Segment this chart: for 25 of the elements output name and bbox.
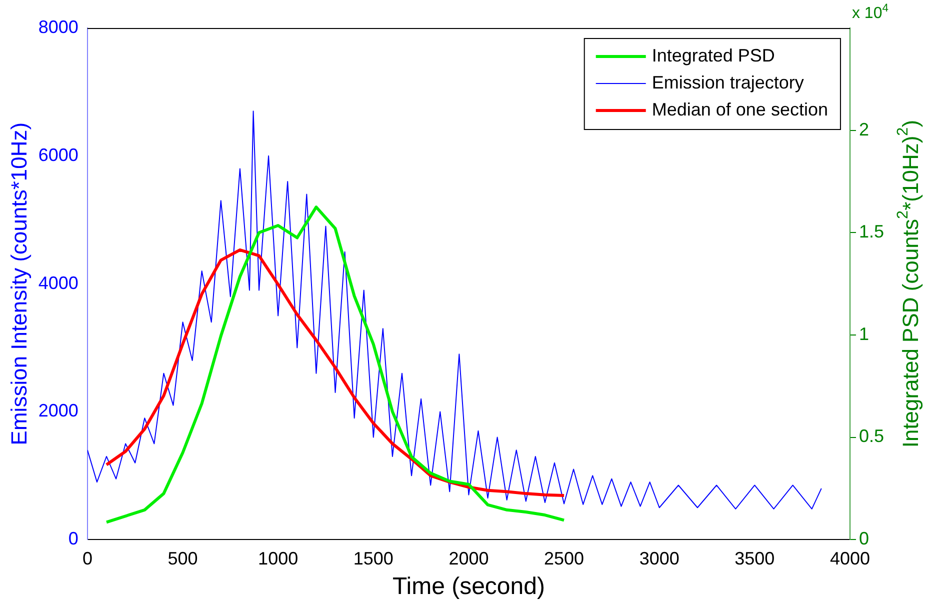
x-tick-label: 4000 [830, 548, 870, 568]
x-tick-label: 1500 [353, 548, 394, 568]
y-tick-label: 0 [68, 528, 78, 549]
y2-tick-label: 2 [858, 119, 869, 140]
legend-label: Emission trajectory [652, 72, 804, 92]
y2-tick-label: 0.5 [858, 426, 884, 446]
x-tick-label: 500 [168, 548, 198, 568]
y-tick-label: 4000 [38, 272, 78, 293]
y2-axis-title: Integrated PSD (counts2*(10Hz)2) [894, 120, 924, 448]
x-tick-label: 2000 [448, 548, 489, 568]
x-tick-label: 2500 [544, 548, 584, 568]
y2-tick-label: 1 [858, 324, 869, 344]
legend-label: Median of one section [652, 99, 828, 120]
y-axis-title: Emission Intensity (counts*10Hz) [6, 122, 32, 446]
x-axis-title: Time (second) [392, 573, 545, 600]
x-tick-label: 1000 [258, 548, 298, 568]
y-tick-label: 8000 [38, 16, 78, 37]
legend-label: Integrated PSD [652, 45, 775, 66]
x-tick-label: 0 [82, 548, 92, 568]
y-tick-label: 2000 [38, 400, 78, 421]
y-tick-label: 6000 [38, 144, 78, 165]
x-tick-label: 3500 [734, 548, 775, 568]
x-tick-label: 3000 [639, 548, 680, 568]
y2-tick-label: 0 [858, 528, 869, 549]
y2-tick-label: 1.5 [858, 222, 884, 242]
